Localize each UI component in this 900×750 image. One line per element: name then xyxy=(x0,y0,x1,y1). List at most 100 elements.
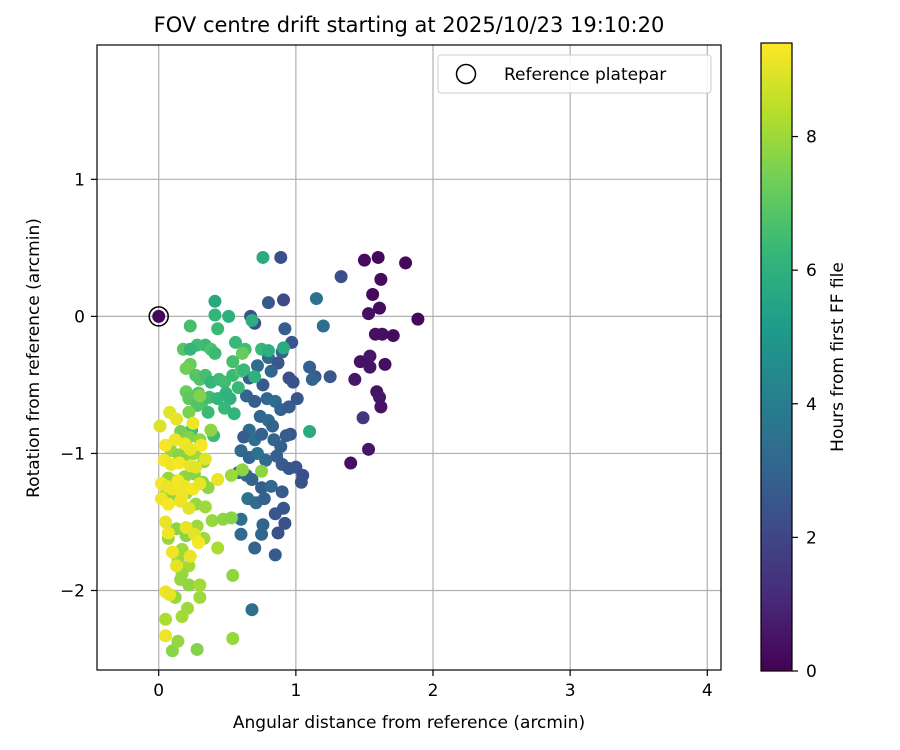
x-tick-label: 1 xyxy=(290,681,301,701)
data-point xyxy=(344,456,358,470)
data-point xyxy=(229,335,243,349)
data-point xyxy=(271,526,285,540)
data-point xyxy=(182,501,196,515)
data-point xyxy=(248,541,262,555)
data-point xyxy=(224,511,238,525)
data-point xyxy=(183,319,197,333)
data-point xyxy=(175,489,189,503)
data-point xyxy=(303,360,317,374)
legend-label: Reference platepar xyxy=(504,65,666,85)
data-point xyxy=(227,407,241,421)
data-point xyxy=(248,394,262,408)
data-point xyxy=(362,307,376,321)
data-point xyxy=(257,492,271,506)
data-point xyxy=(211,541,225,555)
data-point xyxy=(278,516,292,530)
legend-box xyxy=(437,54,712,94)
data-point xyxy=(259,453,273,467)
x-tick-label: 4 xyxy=(702,681,713,701)
data-point xyxy=(245,313,259,327)
data-point xyxy=(226,631,240,645)
data-point xyxy=(153,419,167,433)
y-axis-label: Rotation from reference (arcmin) xyxy=(24,218,44,498)
data-point xyxy=(237,363,251,377)
data-point xyxy=(264,479,278,493)
data-point xyxy=(205,514,219,528)
data-point xyxy=(211,472,225,486)
data-point xyxy=(279,429,293,443)
y-axis-ticks: 1 0 −1 −2 xyxy=(60,170,97,602)
data-point xyxy=(182,405,196,419)
data-point xyxy=(256,250,270,264)
data-point xyxy=(303,425,317,439)
data-point xyxy=(161,526,175,540)
data-point xyxy=(353,355,367,369)
data-point xyxy=(171,634,185,648)
y-tick-label: 0 xyxy=(74,307,85,327)
x-tick-label: 2 xyxy=(428,681,439,701)
data-point xyxy=(190,642,204,656)
data-point xyxy=(357,253,371,267)
data-point xyxy=(159,612,173,626)
data-point xyxy=(264,364,278,378)
data-point xyxy=(198,500,212,514)
data-point xyxy=(183,342,197,356)
data-point xyxy=(161,497,175,511)
data-point xyxy=(163,588,177,602)
data-point xyxy=(309,292,323,306)
data-point xyxy=(286,375,300,389)
x-tick-label: 0 xyxy=(153,681,164,701)
data-point xyxy=(170,559,184,573)
x-tick-label: 3 xyxy=(565,681,576,701)
data-point xyxy=(255,427,269,441)
data-point xyxy=(245,472,259,486)
data-point xyxy=(278,322,292,336)
data-point xyxy=(268,548,282,562)
data-point xyxy=(234,527,248,541)
grid xyxy=(97,45,721,670)
data-point xyxy=(277,501,291,515)
data-point xyxy=(181,601,195,615)
data-point xyxy=(266,419,280,433)
data-point xyxy=(170,412,184,426)
data-point xyxy=(366,287,380,301)
colorbar-tick-label: 0 xyxy=(806,662,817,682)
data-point xyxy=(235,346,249,360)
data-point xyxy=(348,372,362,386)
data-point xyxy=(191,536,205,550)
data-point xyxy=(224,468,238,482)
data-point xyxy=(208,308,222,322)
data-point xyxy=(411,312,425,326)
data-point xyxy=(165,644,179,658)
y-tick-label: 1 xyxy=(74,170,85,190)
data-point xyxy=(363,360,377,374)
data-point xyxy=(261,296,275,310)
chart-title: FOV centre drift starting at 2025/10/23 … xyxy=(154,13,665,37)
reference-point-marker xyxy=(148,306,169,327)
legend: Reference platepar xyxy=(437,54,712,94)
colorbar: 0 2 4 6 8 Hours from first FF file xyxy=(760,42,848,682)
y-tick-label: −2 xyxy=(60,582,85,602)
data-point xyxy=(159,515,173,529)
data-point xyxy=(305,372,319,386)
data-point xyxy=(218,401,232,415)
data-point xyxy=(316,319,330,333)
data-point xyxy=(223,392,237,406)
x-axis-label: Angular distance from reference (arcmin) xyxy=(233,713,585,733)
data-point xyxy=(189,460,203,474)
data-point xyxy=(193,389,207,403)
data-point xyxy=(204,423,218,437)
data-point xyxy=(275,485,289,499)
data-point xyxy=(294,475,308,489)
x-axis-ticks: 0 1 2 3 4 xyxy=(153,670,713,701)
data-point xyxy=(373,301,387,315)
reference-point-fill xyxy=(152,309,166,323)
data-point xyxy=(334,270,348,284)
colorbar-tick-label: 8 xyxy=(806,128,817,148)
data-point xyxy=(255,527,269,541)
data-point xyxy=(235,463,249,477)
data-points xyxy=(148,250,425,658)
data-point xyxy=(274,250,288,264)
